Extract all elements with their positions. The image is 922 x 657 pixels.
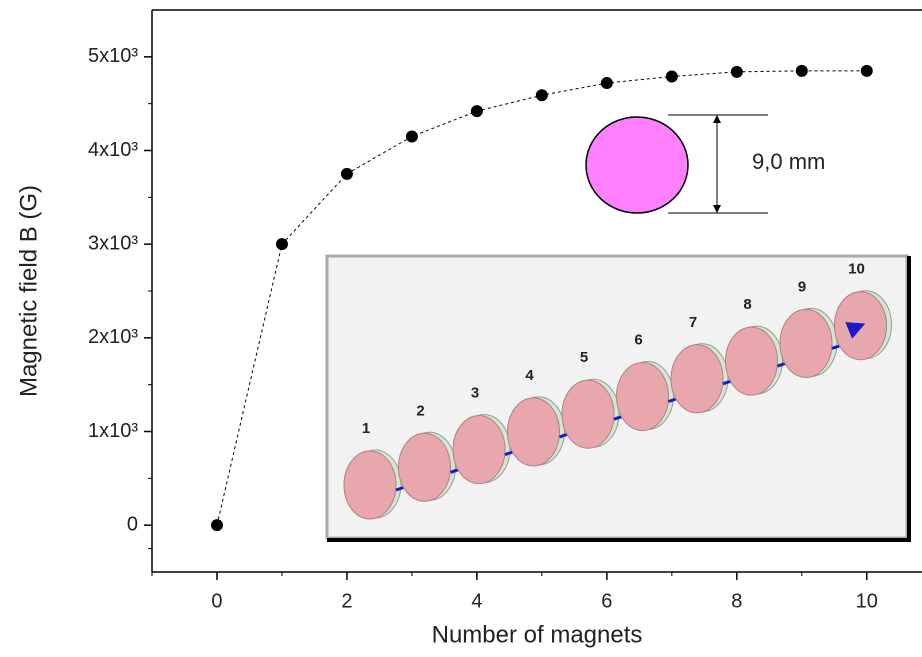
magnet-label: 10: [848, 261, 865, 278]
magnet-label: 9: [798, 278, 806, 295]
x-tick-label: 8: [731, 590, 742, 612]
magnet-arrow: [845, 322, 866, 339]
magnets: 1 2 3 4 5 6 7 8 9 10: [343, 261, 892, 520]
magnet-label: 3: [471, 385, 479, 402]
magnet-label: 8: [743, 296, 751, 313]
magnet: [561, 379, 615, 449]
magnet: [725, 326, 778, 396]
point: [210, 519, 223, 532]
y-tick-label: 1x10³: [88, 420, 138, 442]
magnet: [779, 308, 833, 378]
y-tick-label: 3x10³: [88, 232, 138, 254]
magnet: [398, 432, 451, 502]
y-tick-label: 5x10³: [88, 45, 138, 67]
point: [730, 65, 743, 78]
y-tick-label: 0: [127, 513, 138, 535]
point: [470, 105, 483, 118]
x-tick-label: 4: [471, 590, 482, 612]
point: [860, 64, 873, 77]
inset: 1 2 3 4 5 6 7 8 9 10: [325, 254, 911, 542]
x-tick-label: 10: [856, 590, 878, 612]
magnet-label: 6: [634, 331, 642, 348]
magnet-label: 2: [416, 402, 424, 419]
point: [535, 89, 548, 102]
y-axis-title: Magnetic field B (G): [15, 185, 42, 397]
x-axis-title: Number of magnets: [432, 621, 643, 648]
x-tick-label: 2: [341, 590, 352, 612]
x-tick-label: 0: [211, 590, 222, 612]
point: [795, 64, 808, 77]
y-tick-label: 4x10³: [88, 139, 138, 161]
point: [665, 70, 678, 83]
y-tick-label: 2x10³: [88, 326, 138, 348]
magnet: [452, 415, 506, 485]
point: [340, 167, 353, 180]
inset-shadow: [327, 256, 911, 542]
diameter-label: 9,0 mm: [752, 149, 825, 174]
magnet: [507, 397, 560, 467]
point: [275, 238, 288, 251]
point: [600, 77, 613, 90]
magnet-label: 7: [689, 314, 697, 331]
point: [405, 130, 418, 143]
magnet-label: 4: [525, 367, 534, 384]
magnet: [343, 450, 397, 520]
magnet-face: [585, 116, 689, 214]
magnet-label: 1: [362, 420, 370, 437]
x-tick-label: 6: [601, 590, 612, 612]
magnet: [670, 344, 724, 414]
size-diagram: 9,0 mm: [585, 114, 825, 214]
magnet-label: 5: [580, 349, 588, 366]
magnet: [616, 362, 669, 431]
